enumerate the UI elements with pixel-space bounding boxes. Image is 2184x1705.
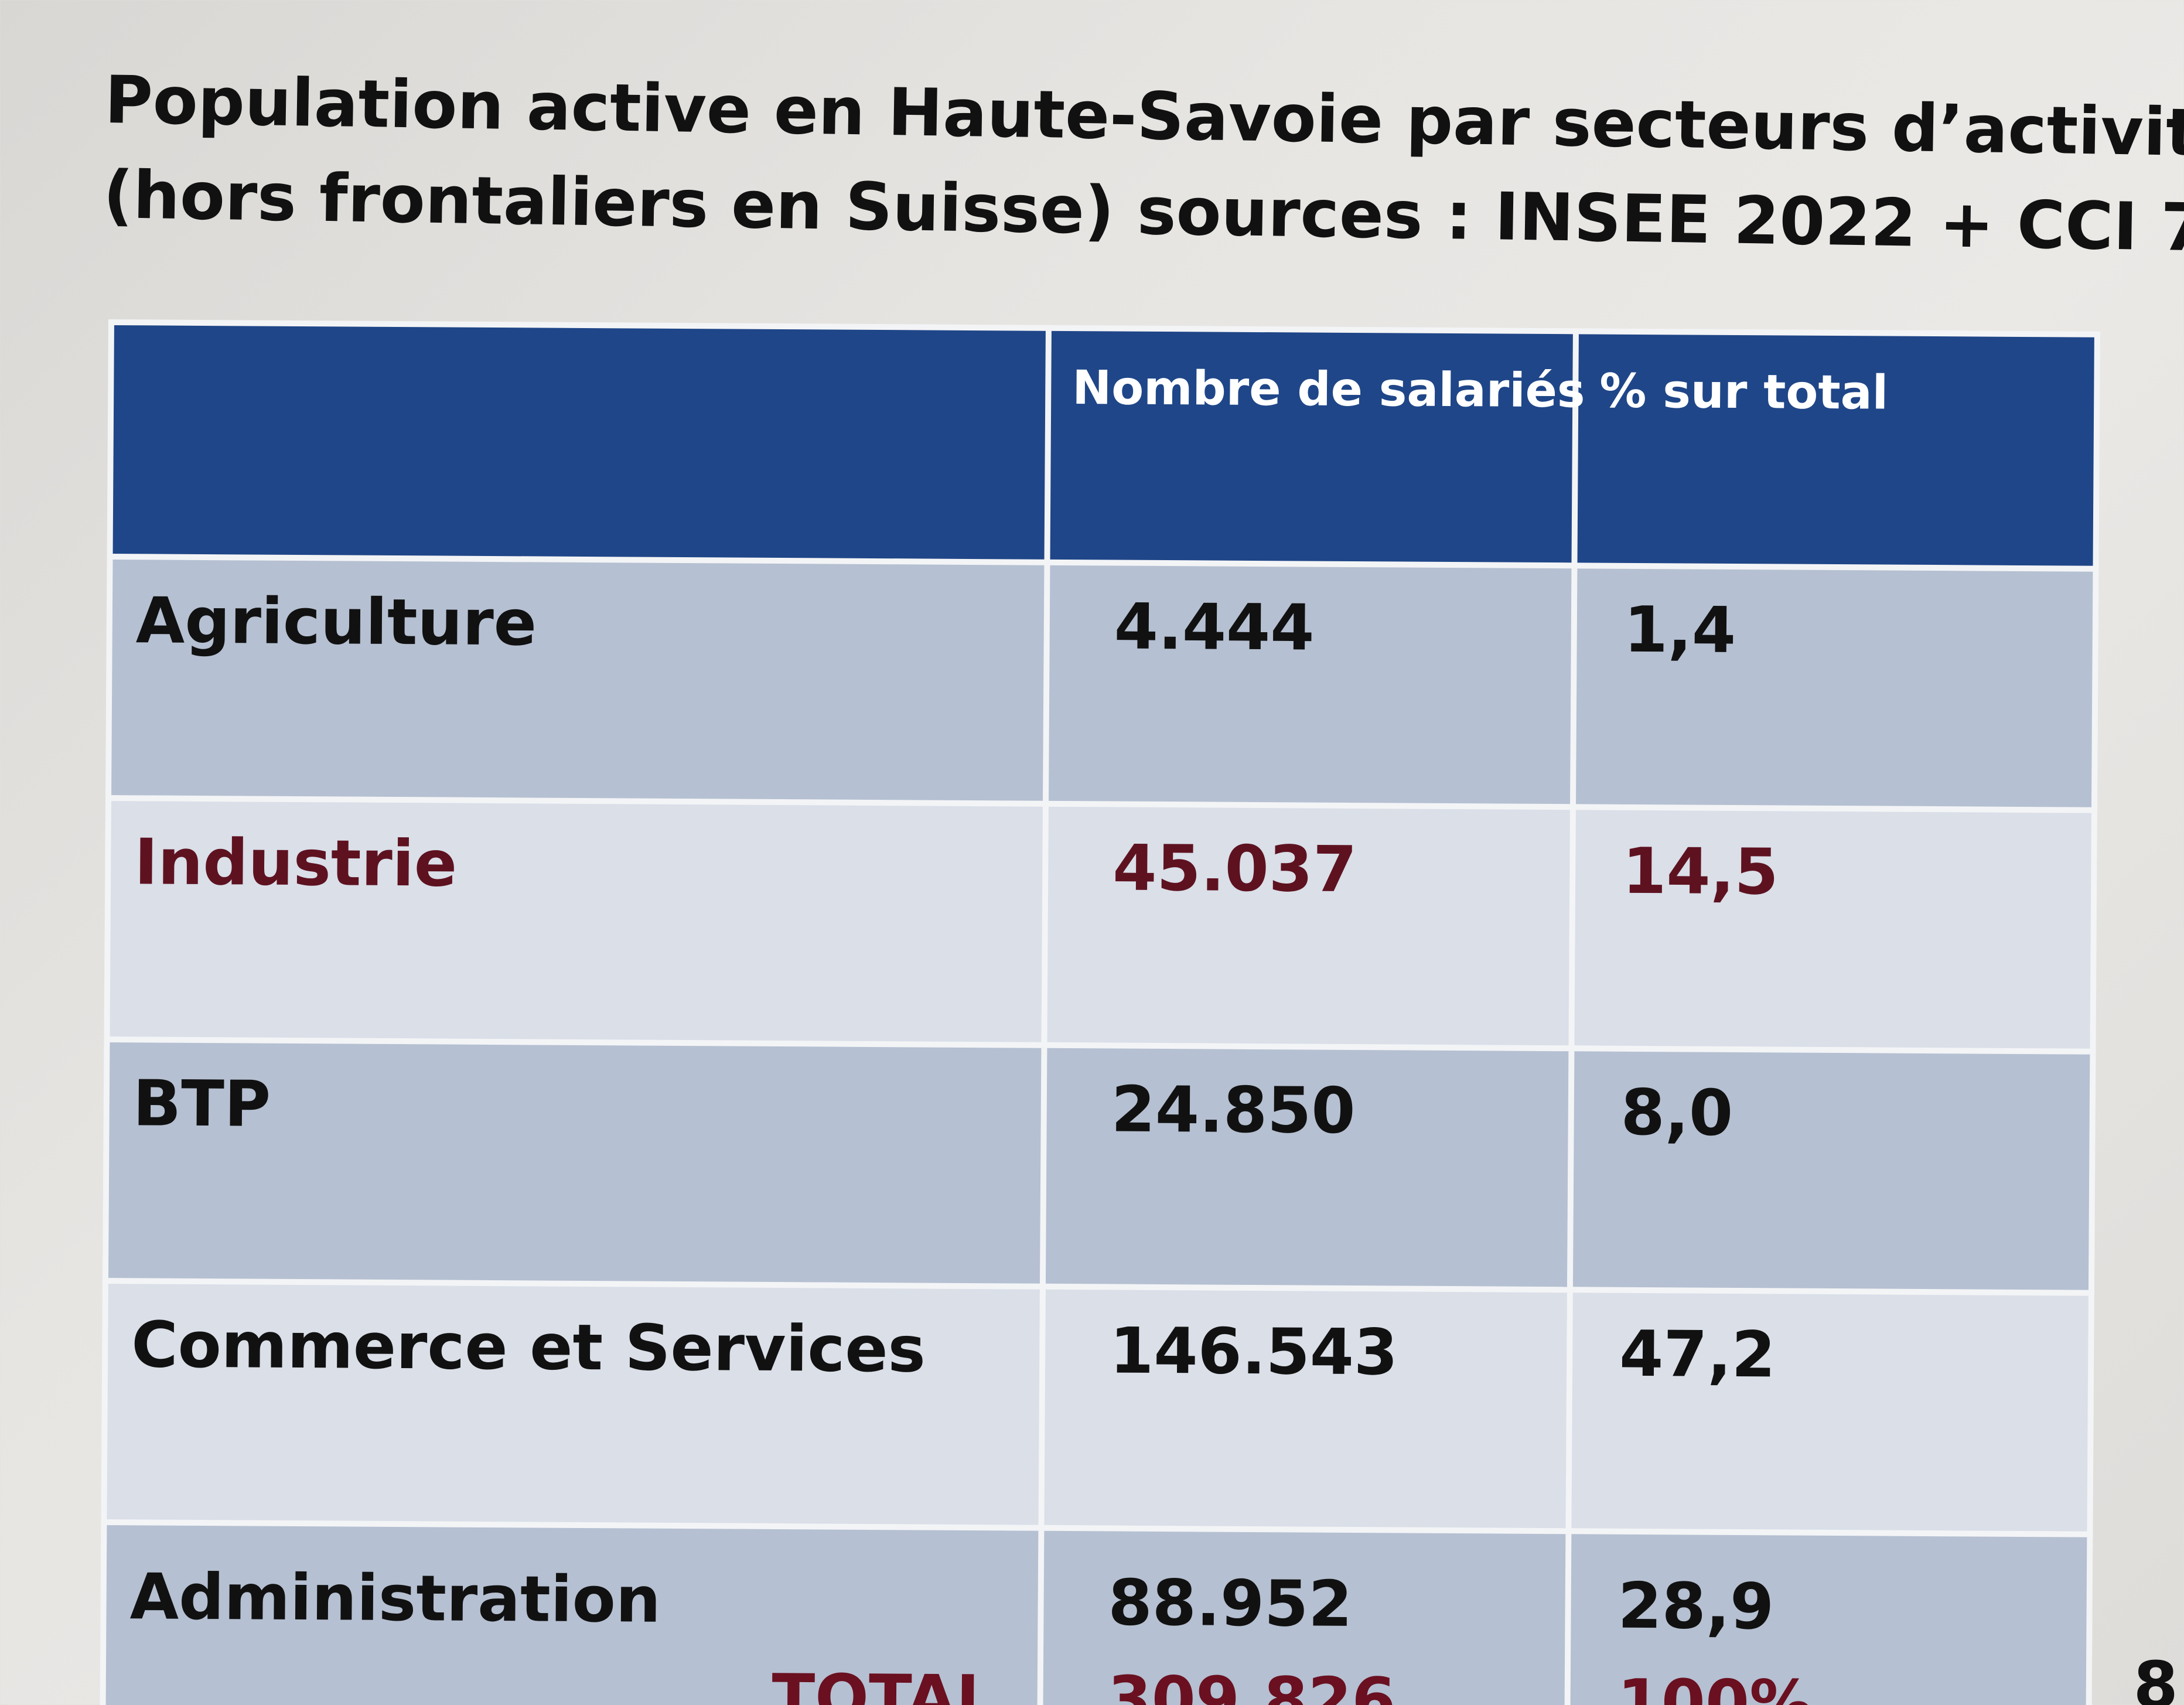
employees-cell: 146.543	[1041, 1286, 1570, 1532]
percent-cell: 14,5	[1571, 807, 2094, 1052]
header-sector	[110, 322, 1049, 562]
employees-value: 88.952	[1108, 1566, 1353, 1642]
employees-cell: 24.850	[1042, 1045, 1572, 1290]
sector-cell: Agriculture	[108, 557, 1047, 804]
sector-cell: BTP	[105, 1039, 1045, 1287]
percent-cell: 28,9 100%	[1567, 1531, 2090, 1705]
sector-cell: Industrie	[107, 798, 1046, 1045]
table-row: Industrie 45.037 14,5	[107, 798, 2094, 1052]
total-percent: 100%	[1617, 1666, 1813, 1705]
table-row: Agriculture 4.444 1,4	[108, 557, 2096, 810]
table-row: BTP 24.850 8,0	[105, 1039, 2093, 1293]
table-header-row: Nombre de salariés % sur total	[110, 322, 2097, 569]
percent-cell: 1,4	[1572, 565, 2096, 810]
header-percent: % sur total	[1574, 331, 2097, 569]
sector-cell: Administration TOTAL	[102, 1522, 1042, 1705]
sector-cell: Commerce et Services	[104, 1281, 1043, 1528]
header-employees: Nombre de salariés	[1047, 328, 1585, 566]
percent-cell: 8,0	[1569, 1048, 2093, 1293]
page-number: 8	[2133, 1648, 2178, 1705]
table-row: Commerce et Services 146.543 47,2	[104, 1281, 2091, 1534]
slide-title: Population active en Haute-Savoie par se…	[103, 53, 2184, 274]
total-employees: 309.826	[1107, 1663, 1396, 1705]
sector-label: Administration	[129, 1560, 661, 1637]
employees-cell: 88.952 309.826	[1039, 1527, 1569, 1705]
employees-cell: 45.037	[1044, 803, 1573, 1049]
employment-table: Nombre de salariés % sur total Agricultu…	[100, 319, 2100, 1705]
total-label: TOTAL	[772, 1660, 997, 1705]
table-row: Administration TOTAL 88.952 309.826 28,9…	[102, 1522, 2090, 1705]
percent-value: 28,9	[1617, 1569, 1774, 1644]
percent-cell: 47,2	[1568, 1290, 2091, 1534]
employees-cell: 4.444	[1045, 562, 1575, 807]
